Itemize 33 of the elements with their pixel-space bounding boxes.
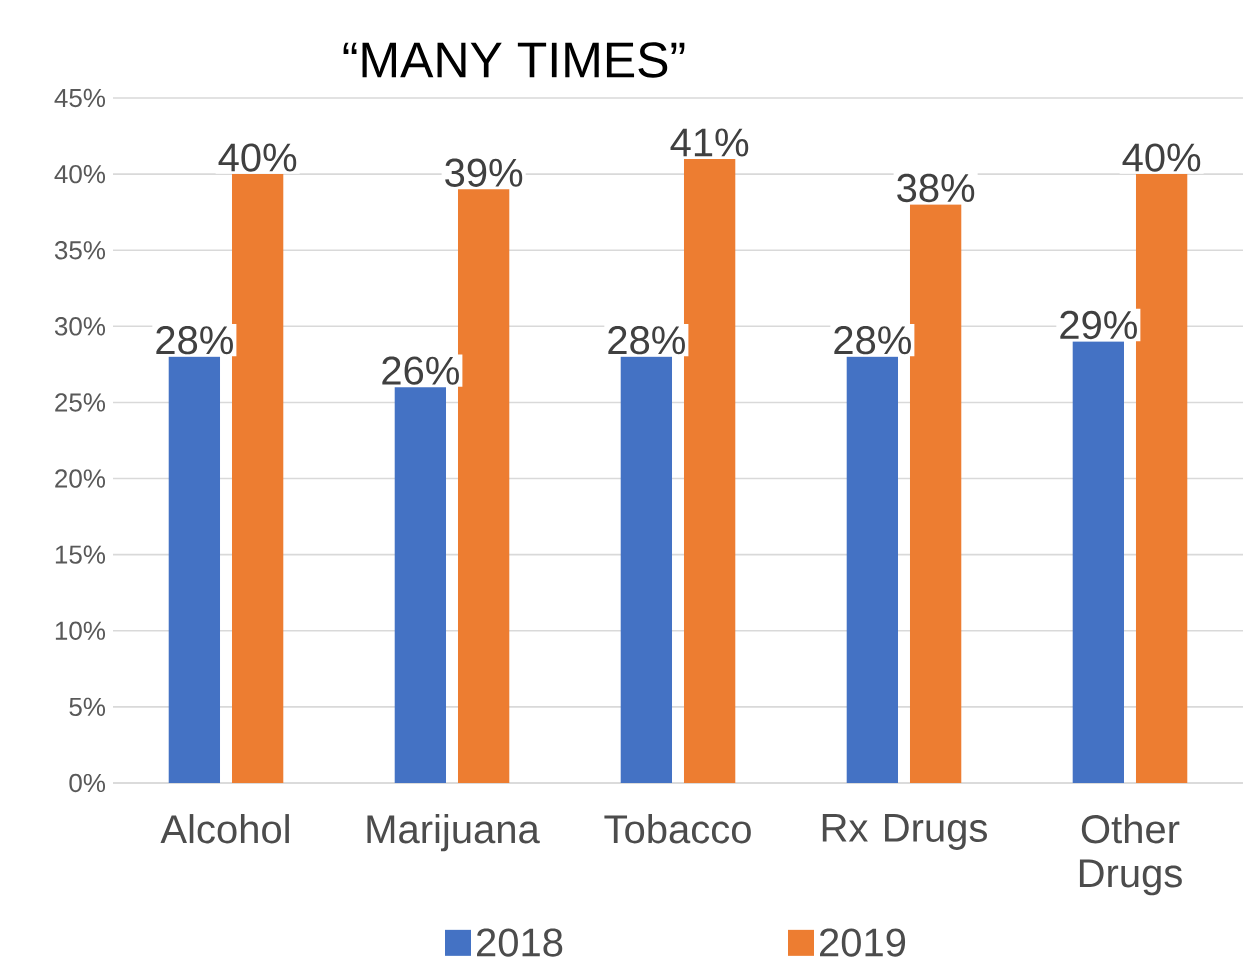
y-tick-label: 25% [55, 393, 106, 412]
data-label: 40% [1122, 143, 1201, 172]
data-label: 38% [897, 173, 975, 203]
bar [457, 189, 510, 783]
data-label: 28% [608, 326, 685, 355]
y-tick-label: 35% [54, 241, 106, 260]
y-tick-label: 40% [54, 164, 106, 184]
legend-label: 2018 [477, 928, 563, 957]
legend-label: 2019 [820, 928, 906, 957]
data-label: 28% [156, 326, 233, 355]
y-tick-label: 30% [54, 317, 106, 336]
data-label: 40% [218, 143, 297, 172]
data-label: 28% [834, 326, 911, 355]
chart-title: “MANY TIMES” [343, 42, 685, 78]
bar [232, 174, 284, 783]
x-tick-label: Tobacco [604, 814, 751, 844]
data-label: 41% [670, 128, 749, 157]
bar [683, 158, 736, 783]
x-tick-label: Other Drugs [1079, 814, 1182, 896]
data-label: 39% [445, 158, 523, 187]
bar [394, 387, 447, 783]
y-tick-label: 45% [54, 88, 106, 108]
y-tick-label: 0% [69, 773, 106, 793]
x-tick-label: Marijuana [367, 814, 540, 852]
bar [1135, 174, 1188, 783]
x-tick-label: Rx Drugs [822, 814, 987, 850]
y-tick-label: 20% [55, 469, 106, 488]
data-label: 29% [1060, 310, 1137, 340]
y-tick-label: 10% [55, 621, 106, 640]
x-tick-label: Alcohol [160, 814, 289, 844]
data-label: 26% [382, 356, 459, 385]
y-tick-label: 15% [55, 545, 106, 564]
y-tick-label: 5% [69, 697, 106, 717]
